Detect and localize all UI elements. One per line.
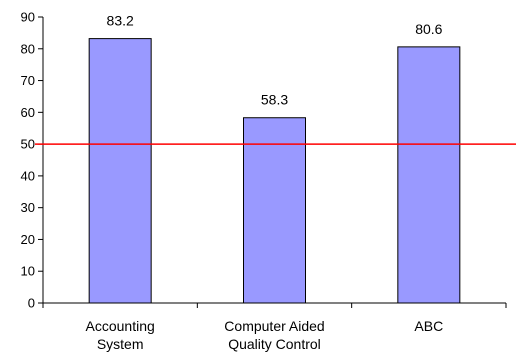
y-tick-label: 60 <box>21 105 35 120</box>
bars <box>88 38 461 304</box>
bar-value-label: 80.6 <box>415 21 442 37</box>
data-labels: 83.2 58.3 80.6 <box>107 13 443 108</box>
bar <box>397 46 461 304</box>
x-axis: Accounting System Computer Aided Quality Co… <box>42 302 507 352</box>
y-tick-label: 50 <box>21 137 35 152</box>
bar-value-label: 83.2 <box>107 13 134 29</box>
y-axis: 0 10 20 30 40 50 60 70 80 90 <box>21 10 44 311</box>
y-tick-label: 10 <box>21 264 35 279</box>
y-tick-label: 70 <box>21 73 35 88</box>
bar <box>243 117 306 304</box>
bar-value-label: 58.3 <box>261 92 288 108</box>
x-category-label: ABC <box>414 318 443 334</box>
x-category-label: Quality Control <box>228 336 321 352</box>
x-category-label: Computer Aided <box>224 318 324 334</box>
y-tick-label: 30 <box>21 200 35 215</box>
bar <box>88 38 152 304</box>
y-tick-label: 20 <box>21 232 35 247</box>
x-category-label: Accounting <box>86 318 155 334</box>
y-tick-label: 80 <box>21 41 35 56</box>
x-category-label: System <box>97 336 144 352</box>
y-tick-label: 0 <box>28 296 35 311</box>
y-tick-label: 90 <box>21 10 35 25</box>
y-tick-label: 40 <box>21 168 35 183</box>
